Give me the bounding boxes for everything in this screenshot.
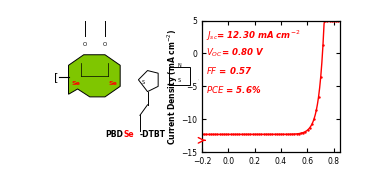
Text: O: O: [103, 42, 107, 47]
Text: S: S: [141, 80, 144, 85]
Text: Se: Se: [72, 81, 81, 86]
Text: $\mathit{FF}$ = 0.57: $\mathit{FF}$ = 0.57: [206, 65, 252, 76]
Y-axis label: Current Density (mA cm$^{-2}$): Current Density (mA cm$^{-2}$): [166, 28, 180, 144]
Text: n: n: [231, 85, 235, 90]
Text: ]: ]: [225, 76, 229, 86]
Text: [: [: [54, 72, 59, 82]
Text: $\mathit{PCE}$ = 5.6%: $\mathit{PCE}$ = 5.6%: [206, 84, 261, 95]
Text: PBD: PBD: [105, 130, 123, 139]
Text: -DTBT: -DTBT: [140, 130, 166, 139]
Text: Se: Se: [108, 81, 117, 86]
Polygon shape: [68, 55, 120, 97]
Text: $\mathit{V}_{OC}$= 0.80 V: $\mathit{V}_{OC}$= 0.80 V: [206, 47, 265, 59]
Text: N: N: [178, 63, 181, 68]
Text: $\mathit{J}_{sc}$= 12.30 mA cm$^{-2}$: $\mathit{J}_{sc}$= 12.30 mA cm$^{-2}$: [206, 28, 301, 43]
Text: S: S: [178, 78, 181, 83]
Text: S: S: [213, 80, 216, 85]
Text: O: O: [83, 42, 87, 47]
Text: Se: Se: [123, 130, 134, 139]
